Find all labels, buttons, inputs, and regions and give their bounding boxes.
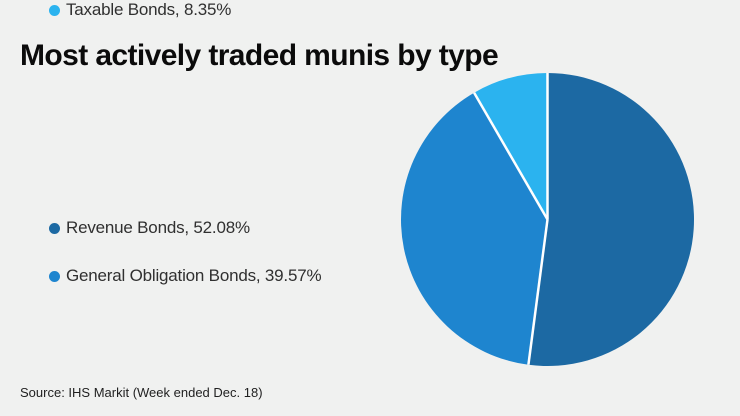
- legend-item-general-obligation-bonds: General Obligation Bonds, 39.57%: [49, 266, 322, 286]
- pie-slice-taxable-bonds: [474, 73, 548, 220]
- legend-dot-icon: [49, 270, 60, 282]
- pie-slice-separator: [473, 92, 549, 221]
- legend-label: Revenue Bonds, 52.08%: [66, 218, 250, 237]
- legend-dot-icon: [49, 4, 60, 16]
- legend-label: General Obligation Bonds, 39.57%: [66, 266, 322, 285]
- pie-slice-general-obligation-bonds: [400, 92, 548, 365]
- pie-slice-separator: [527, 219, 549, 365]
- source-note: Source: IHS Markit (Week ended Dec. 18): [20, 385, 263, 400]
- chart-title: Most actively traded munis by type: [20, 39, 499, 72]
- legend-item-taxable-bonds: Taxable Bonds, 8.35%: [49, 0, 231, 20]
- legend-item-revenue-bonds: Revenue Bonds, 52.08%: [49, 218, 250, 238]
- legend-dot-icon: [49, 222, 60, 234]
- legend-label: Taxable Bonds, 8.35%: [66, 0, 232, 19]
- pie-slice-revenue-bonds: [528, 73, 695, 366]
